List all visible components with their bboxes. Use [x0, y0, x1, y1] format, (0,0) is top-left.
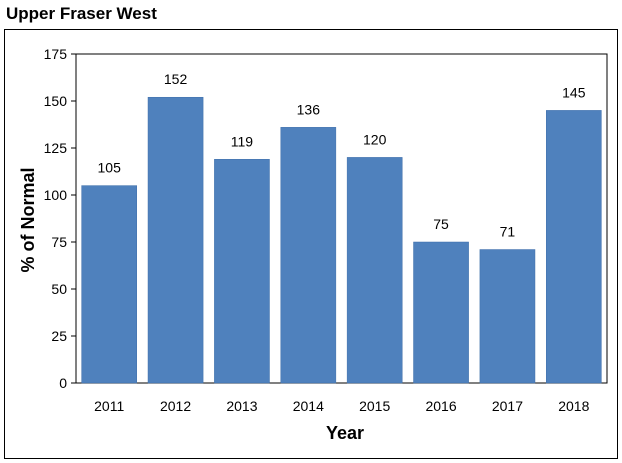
data-label-2016: 75 [433, 216, 449, 232]
x-axis: 2011 2012 2013 2014 2015 2016 2017 2018 [94, 398, 589, 414]
y-tick-label: 100 [44, 187, 68, 203]
bars: 105 152 119 136 120 75 71 145 [81, 71, 602, 384]
x-tick-label: 2014 [293, 398, 324, 414]
x-tick-label: 2012 [160, 398, 191, 414]
data-label-2017: 71 [500, 224, 516, 240]
bar-2015 [346, 157, 403, 384]
chart-frame [4, 29, 618, 459]
x-tick-label: 2015 [359, 398, 390, 414]
data-label-2012: 152 [164, 71, 188, 87]
y-tick-label: 75 [51, 234, 67, 250]
plot-area [75, 53, 608, 384]
bar-2011 [81, 185, 137, 384]
y-tick-label: 50 [51, 281, 67, 297]
y-tick-label: 0 [59, 375, 67, 391]
y-axis-label: % of Normal [18, 167, 38, 272]
x-tick-label: 2018 [558, 398, 589, 414]
bar-2018 [546, 110, 602, 384]
x-axis-label: Year [326, 423, 364, 443]
x-tick-label: 2017 [492, 398, 523, 414]
chart-title: Upper Fraser West [6, 4, 157, 23]
y-axis: 0 25 50 75 100 125 150 175 [44, 46, 76, 391]
data-label-2014: 136 [297, 101, 321, 117]
x-tick-label: 2016 [425, 398, 456, 414]
y-tick-label: 125 [44, 140, 68, 156]
bar-2017 [479, 249, 536, 384]
data-label-2013: 119 [231, 133, 254, 149]
y-tick-label: 25 [51, 328, 67, 344]
bar-2013 [214, 159, 270, 384]
data-label-2018: 145 [562, 84, 586, 100]
bar-2014 [280, 127, 337, 384]
data-label-2011: 105 [98, 160, 122, 176]
bar-2016 [413, 241, 469, 384]
x-tick-label: 2013 [226, 398, 257, 414]
x-tick-label: 2011 [94, 398, 124, 414]
data-label-2015: 120 [363, 131, 387, 147]
y-tick-label: 175 [44, 46, 68, 62]
y-tick-label: 150 [44, 93, 68, 109]
bar-2012 [147, 96, 204, 384]
